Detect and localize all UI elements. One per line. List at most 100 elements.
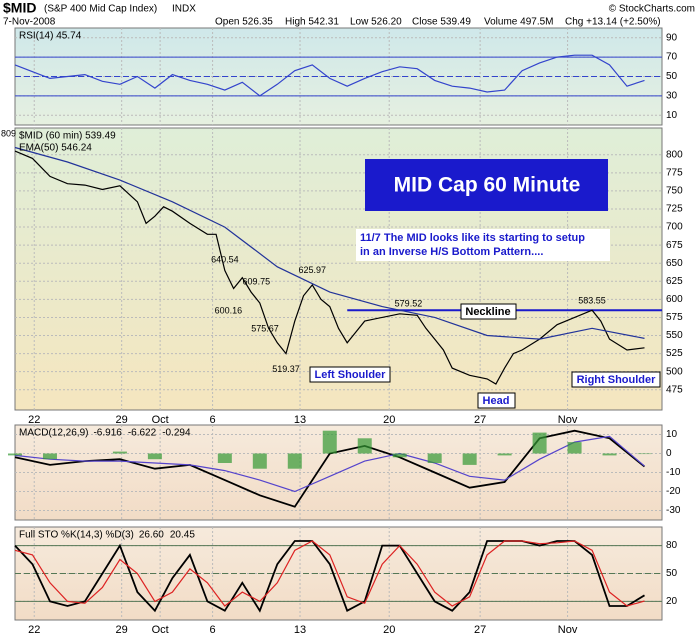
panel-label: Full STO %K(14,3) %D(3) bbox=[19, 530, 134, 541]
series-line bbox=[14, 435, 645, 493]
histogram-bar bbox=[567, 442, 582, 454]
title: MID Cap 60 Minute bbox=[394, 174, 581, 197]
histogram-bar bbox=[8, 453, 22, 456]
x-tick-label: 13 bbox=[294, 624, 306, 636]
histogram-bar bbox=[427, 453, 442, 463]
point-label: 579.52 bbox=[395, 299, 423, 309]
series-line bbox=[14, 540, 645, 607]
y-tick-label: -10 bbox=[666, 467, 681, 478]
y-tick-label: 50 bbox=[666, 568, 678, 579]
panels: 10 30 50 70 90 RSI(14) 45.74 475 500 525 550 575 60… bbox=[1, 27, 683, 636]
y-tick-label: 525 bbox=[666, 348, 683, 359]
start-value: 809 bbox=[1, 128, 16, 138]
y-tick-label: 50 bbox=[666, 71, 678, 82]
histogram-bar bbox=[637, 453, 652, 455]
y-tick-label: -20 bbox=[666, 486, 681, 497]
y-tick-label: 700 bbox=[666, 222, 683, 233]
label-box bbox=[477, 392, 516, 409]
high: High 542.31 bbox=[285, 17, 339, 28]
volume: Volume 497.5M bbox=[484, 17, 554, 28]
y-tick-label: 550 bbox=[666, 330, 683, 341]
head: Head bbox=[483, 395, 510, 407]
x-tick-label: 20 bbox=[383, 624, 395, 636]
x-tick-label: 27 bbox=[474, 624, 486, 636]
x-tick-label: Oct bbox=[152, 624, 169, 636]
date: 7-Nov-2008 bbox=[3, 17, 56, 28]
y-tick-label: 725 bbox=[666, 204, 683, 215]
legend-entry: $MID (60 min) 539.49 bbox=[19, 131, 116, 142]
histogram-bar bbox=[147, 453, 162, 460]
y-tick-label: 90 bbox=[666, 32, 678, 43]
credit: © StockCharts.com bbox=[609, 4, 695, 15]
title-box bbox=[365, 159, 608, 211]
y-tick-label: 600 bbox=[666, 294, 683, 305]
x-tick-label: 6 bbox=[210, 414, 216, 426]
low: Low 526.20 bbox=[350, 17, 402, 28]
y-tick-label: 750 bbox=[666, 186, 683, 197]
y-tick-label: 675 bbox=[666, 240, 683, 251]
close: Close 539.49 bbox=[412, 17, 471, 28]
x-tick-label: Nov bbox=[558, 624, 578, 636]
histogram-bar bbox=[532, 432, 547, 454]
exchange: INDX bbox=[172, 4, 196, 15]
point-label: 583.55 bbox=[578, 296, 606, 306]
x-tick-label: 20 bbox=[383, 414, 395, 426]
x-tick-label: 22 bbox=[28, 414, 40, 426]
histogram-bar bbox=[287, 453, 302, 469]
point-label: 600.16 bbox=[215, 306, 243, 316]
series-line bbox=[14, 540, 645, 613]
annotations: MID Cap 60 Minute 11/7 The MID looks lik… bbox=[309, 159, 661, 409]
y-tick-label: 30 bbox=[666, 91, 678, 102]
legend-entry: 20.45 bbox=[170, 530, 195, 541]
x-tick-label: 29 bbox=[116, 414, 128, 426]
histogram-bar bbox=[112, 451, 127, 454]
histogram-bar bbox=[392, 453, 407, 458]
x-tick-label: 13 bbox=[294, 414, 306, 426]
y-tick-label: 650 bbox=[666, 258, 683, 269]
note-box bbox=[356, 229, 610, 261]
legend-entry: -6.622 bbox=[128, 428, 157, 439]
series-line bbox=[14, 54, 645, 97]
histogram-bar bbox=[42, 453, 57, 460]
x-tick-label: 6 bbox=[210, 624, 216, 636]
note: in an Inverse H/S Bottom Pattern.... bbox=[360, 246, 543, 258]
symbol: $MID bbox=[3, 0, 36, 16]
label-box bbox=[309, 366, 391, 383]
histogram-bar bbox=[357, 438, 372, 454]
point-label: 575.67 bbox=[251, 323, 279, 333]
y-tick-label: 10 bbox=[666, 429, 678, 440]
histogram-bar bbox=[252, 453, 267, 469]
legend-entry: -0.294 bbox=[162, 428, 191, 439]
y-tick-label: 800 bbox=[666, 149, 683, 160]
open: Open 526.35 bbox=[215, 17, 273, 28]
y-tick-label: 575 bbox=[666, 312, 683, 323]
panel-label: MACD(12,26,9) bbox=[19, 428, 88, 439]
point-label: 519.37 bbox=[272, 364, 300, 374]
neckline-label: Neckline bbox=[465, 306, 510, 318]
y-tick-label: 500 bbox=[666, 366, 683, 377]
histogram-bar bbox=[322, 430, 337, 454]
y-tick-label: 80 bbox=[666, 540, 678, 551]
y-tick-label: 475 bbox=[666, 384, 683, 395]
point-label: 609.75 bbox=[243, 277, 271, 287]
legend-entry: RSI(14) 45.74 bbox=[19, 31, 82, 42]
label-box bbox=[571, 371, 661, 388]
point-label: 640.54 bbox=[211, 254, 239, 264]
right-shoulder: Right Shoulder bbox=[577, 374, 657, 386]
note: 11/7 The MID looks like its starting to … bbox=[360, 232, 585, 244]
x-tick-label: Nov bbox=[558, 414, 578, 426]
index-name: (S&P 400 Mid Cap Index) bbox=[44, 4, 157, 15]
legend-entry: -6.916 bbox=[93, 428, 122, 439]
y-tick-label: -30 bbox=[666, 505, 681, 516]
y-tick-label: 70 bbox=[666, 52, 678, 63]
series-line bbox=[14, 146, 645, 340]
y-tick-label: 10 bbox=[666, 110, 678, 121]
panel-bg bbox=[14, 27, 663, 126]
x-tick-label: Oct bbox=[152, 414, 169, 426]
histogram-bar bbox=[497, 453, 512, 456]
legend-entry: EMA(50) 546.24 bbox=[19, 143, 92, 154]
left-shoulder: Left Shoulder bbox=[315, 369, 387, 381]
x-tick-label: 22 bbox=[28, 624, 40, 636]
histogram-bar bbox=[217, 453, 232, 463]
